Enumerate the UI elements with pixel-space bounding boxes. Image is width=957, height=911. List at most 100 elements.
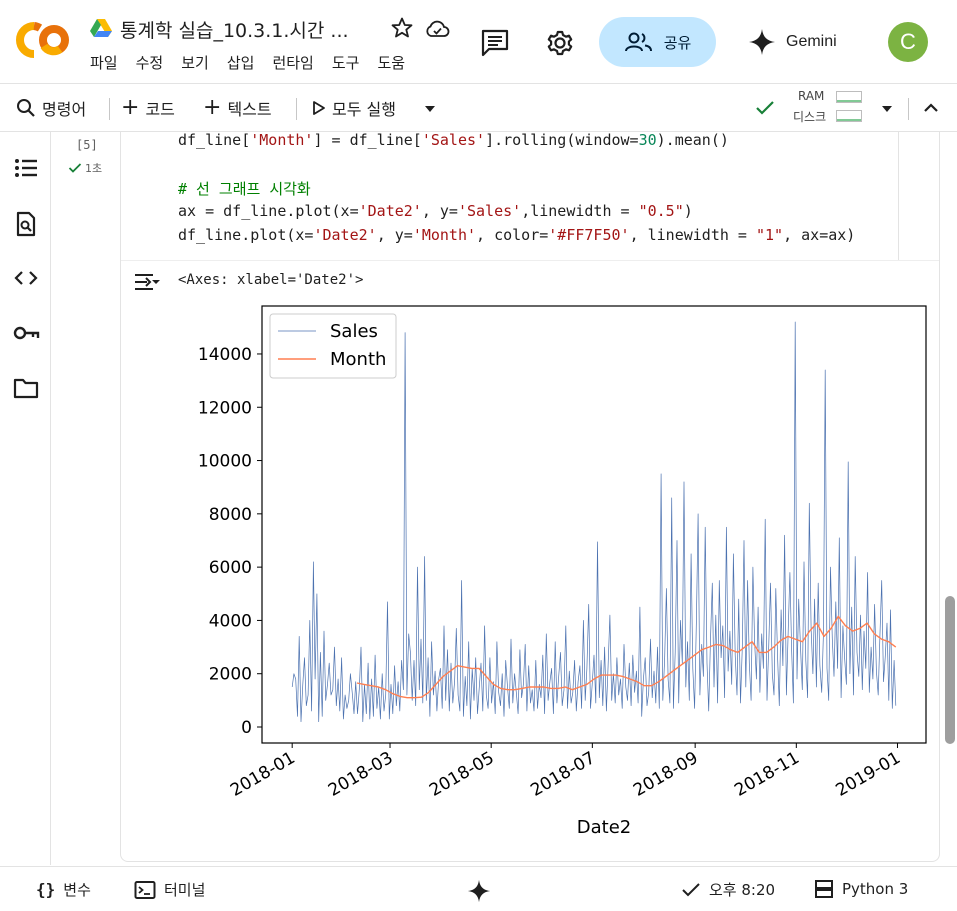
variables-label: 변수 [63,881,91,899]
x-tick-label: 2018-01 [227,748,299,801]
add-text-button[interactable]: + 텍스트 [203,94,272,122]
code-cell[interactable] [120,132,940,862]
disk-meter[interactable] [836,110,862,122]
code-snippets-icon[interactable] [12,264,40,292]
run-all-dropdown-icon[interactable] [423,104,437,114]
x-tick-label: 2018-03 [325,748,397,801]
execution-time: 1초 [85,162,103,175]
time-label: 오후 8:20 [709,881,776,899]
gemini-label: Gemini [786,33,837,50]
star-icon[interactable] [390,16,414,40]
cloud-saved-icon[interactable] [424,17,450,41]
gemini-sparkle-icon[interactable] [467,879,491,903]
execution-count: [5] [76,138,98,152]
ram-label: RAM [798,89,825,103]
plus-icon: + [121,95,140,120]
variables-button[interactable]: {} 변수 [36,879,91,900]
resources-dropdown-icon[interactable] [880,104,894,114]
share-button[interactable]: 공유 [599,17,716,67]
month-series-line [356,615,897,699]
x-tick-label: 2018-07 [527,748,599,801]
settings-gear-icon[interactable] [543,26,577,60]
people-icon [624,32,652,52]
toolbar-divider [296,98,297,120]
add-code-button[interactable]: + 코드 [121,94,175,122]
menu-view[interactable]: 보기 [181,54,209,72]
menu-edit[interactable]: 수정 [135,54,164,72]
ram-meter[interactable] [836,91,862,103]
output-actions-icon[interactable] [133,270,161,294]
scrollbar-thumb[interactable] [945,596,955,744]
menu-insert[interactable]: 삽입 [226,54,255,72]
legend-label: Month [330,349,386,370]
check-icon [682,882,700,896]
connected-check-icon [756,101,774,115]
x-tick-label: 2018-11 [731,748,803,801]
collapse-chevron-up-icon[interactable] [922,101,940,115]
code-editor-edge [898,132,899,260]
terminal-label: 터미널 [164,881,206,899]
find-replace-icon[interactable] [12,210,40,238]
execution-time-status[interactable]: 오후 8:20 [681,879,775,900]
y-tick-label: 4000 [209,611,252,631]
google-drive-icon [90,19,112,37]
y-tick-label: 8000 [209,505,252,525]
legend-label: Sales [330,321,378,342]
notebook-toolbar: 명령어 + 코드 + 텍스트 모두 실행 [0,84,957,132]
toolbar-divider [908,98,909,120]
plus-icon: + [203,95,222,120]
terminal-button[interactable]: 터미널 [134,879,205,900]
execution-status: 1초 [68,160,102,176]
table-of-contents-icon[interactable] [12,154,40,182]
code-line-4: ax = df_line.plot(x='Date2', y='Sales',l… [178,202,693,220]
left-sidebar [0,132,51,865]
x-tick-label: 2018-05 [426,748,498,801]
runtime-type-button[interactable]: Python 3 [814,879,908,899]
play-icon [313,101,325,115]
disk-label: 디스크 [793,110,827,124]
files-folder-icon[interactable] [12,374,40,402]
output-divider [121,260,939,261]
runtime-label: Python 3 [842,880,909,898]
secrets-key-icon[interactable] [12,319,40,347]
status-bar: {} 변수 터미널 오후 8:20 Python 3 [0,866,957,911]
y-tick-label: 12000 [198,398,252,418]
run-all-label: 모두 실행 [332,100,396,119]
x-axis-label: Date2 [577,817,631,838]
toolbar-divider [109,98,110,120]
app-header: 통계학 실습_10.3.1.시간 ... 파일 수정 보기 삽입 런타임 도구 … [0,0,957,84]
terminal-icon [134,880,156,899]
output-text: <Axes: xlabel='Date2'> [178,272,364,288]
notebook-title[interactable]: 통계학 실습_10.3.1.시간 ... [120,20,349,42]
share-label: 공유 [663,33,692,52]
plot-area [261,305,927,744]
user-avatar[interactable]: C [888,22,928,62]
command-search-button[interactable]: 명령어 [16,94,86,122]
run-all-button[interactable]: 모두 실행 [312,94,396,122]
code-editor[interactable] [121,132,899,260]
line-chart: 0 2000 4000 6000 8000 10000 12000 14000 2018-01 2… [198,305,927,838]
colab-logo[interactable] [14,20,72,60]
code-line-5: df_line.plot(x='Date2', y='Month', color… [178,226,856,244]
add-code-label: 코드 [145,100,175,119]
menu-file[interactable]: 파일 [90,54,118,72]
add-text-label: 텍스트 [227,100,272,119]
y-tick-label: 0 [241,718,252,738]
menu-runtime[interactable]: 런타임 [272,54,314,72]
x-tick-label: 2018-09 [630,748,702,801]
y-tick-label: 14000 [198,345,252,365]
check-icon [68,163,82,173]
menu-tools[interactable]: 도구 [331,54,360,72]
server-icon [815,880,833,898]
code-line-3: # 선 그래프 시각화 [178,180,311,198]
y-tick-label: 6000 [209,558,252,578]
menu-bar: 파일 수정 보기 삽입 런타임 도구 도움 [90,52,455,76]
comments-icon[interactable] [478,26,512,58]
menu-help[interactable]: 도움 [377,54,406,72]
gemini-sparkle-icon [749,29,775,55]
search-icon [17,99,35,117]
braces-icon: {} [36,880,56,899]
sales-series-line [291,321,897,723]
gemini-button[interactable]: Gemini [738,22,858,62]
y-tick-label: 2000 [209,665,252,685]
